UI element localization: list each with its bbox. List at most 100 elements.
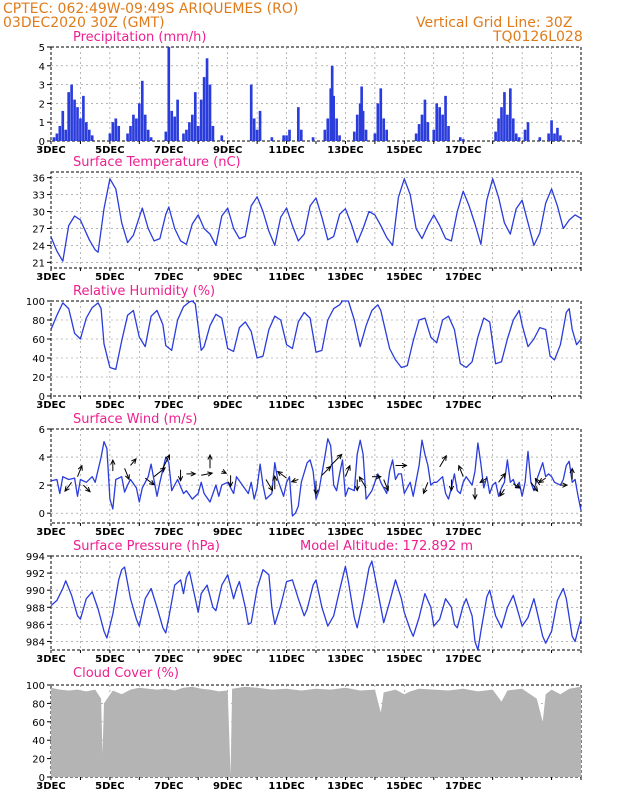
precip-bar (67, 92, 70, 141)
precip-bar (146, 129, 150, 141)
precip-bar (70, 84, 73, 141)
cloud-date-label: 7DEC (154, 781, 183, 792)
wind-arrow-head (110, 458, 116, 465)
precip-bar (55, 133, 59, 141)
wind-arrow (64, 482, 73, 492)
pressure-ytick-label: 986 (26, 620, 45, 631)
pressure-ytick-label: 994 (26, 552, 45, 563)
precip-bar (503, 92, 506, 141)
rh-series-line (50, 300, 582, 371)
precip-bar (288, 129, 291, 141)
pressure-date-label: 7DEC (154, 654, 183, 665)
precip-date-label: 17DEC (445, 145, 481, 156)
wind-arrow (534, 478, 541, 486)
precip-ytick-label: 4 (39, 62, 45, 73)
cloud-date-label: 17DEC (445, 781, 481, 792)
rh-title: Relative Humidity (%) (73, 284, 216, 299)
header-station: CPTEC: 062:49W-09:49S ARIQUEMES (RO) (3, 1, 299, 17)
precip-bar (117, 125, 121, 141)
pressure-series-line (50, 560, 582, 651)
precip-bar (329, 88, 333, 141)
wind-arrow (458, 465, 464, 477)
wind-arrow (499, 489, 505, 497)
precip-bar (208, 84, 212, 141)
pressure-title: Surface Pressure (hPa) (73, 539, 220, 554)
precip-bar (360, 86, 363, 141)
wind-arrow-head (131, 457, 137, 464)
wind-arrow (423, 482, 429, 494)
precip-bar (185, 129, 188, 141)
precip-bar (258, 110, 262, 141)
wind-arrow-head (499, 490, 505, 497)
wind-arrow-head (441, 454, 447, 461)
rh-ytick-label: 100 (26, 297, 45, 308)
precip-bar (447, 125, 450, 141)
wind-arrow-head (538, 477, 545, 484)
precip-bar (379, 88, 383, 141)
precip-bar (376, 103, 380, 141)
precip-bar (382, 118, 386, 141)
wind-arrow-head (190, 471, 197, 477)
cloud-ytick-label: 80 (32, 699, 45, 710)
wind-arrow-head (401, 462, 408, 469)
temp-date-label: 17DEC (445, 272, 481, 283)
cloud-area (51, 686, 581, 777)
precip-bar (323, 129, 327, 141)
pressure-date-label: 11DEC (268, 654, 304, 665)
pressure-date-label: 9DEC (213, 654, 242, 665)
rh-date-label: 15DEC (386, 400, 422, 411)
precip-date-label: 3DEC (36, 145, 65, 156)
pressure-date-label: 3DEC (36, 654, 65, 665)
precip-bar (87, 129, 91, 141)
precip-bar (420, 114, 424, 141)
wind-arrow-head (345, 464, 351, 471)
cloud-ytick-label: 0 (39, 773, 45, 784)
precip-bar (149, 137, 153, 141)
rh-ytick-label: 20 (32, 373, 45, 384)
precip-bar (196, 125, 200, 141)
wind-arrow-head (448, 485, 455, 492)
precip-bar (511, 118, 515, 141)
precip-bar (461, 139, 465, 141)
precip-bar (255, 129, 259, 141)
wind-arrow (383, 479, 389, 491)
header-datetime: 03DEC2020 30Z (GMT) (3, 15, 165, 31)
wind-arrow-head (532, 486, 539, 493)
precip-date-label: 11DEC (268, 145, 304, 156)
wind-title: Surface Wind (m/s) (73, 412, 198, 427)
wind-arrow-head (479, 477, 486, 484)
wind-date-label: 5DEC (95, 527, 124, 538)
header-grid-line: Vertical Grid Line: 30Z (416, 15, 573, 31)
precip-bar (61, 110, 65, 141)
precip-bar (435, 103, 439, 141)
wind-arrow (479, 477, 488, 483)
precip-bar (188, 122, 191, 141)
cloud-date-label: 15DEC (386, 781, 422, 792)
wind-arrow (162, 454, 170, 469)
precip-bar (111, 122, 115, 141)
precip-bar (547, 133, 550, 141)
wind-arrow (359, 476, 367, 489)
precip-bar (523, 129, 527, 141)
wind-arrow-head (358, 475, 364, 482)
rh-date-label: 13DEC (327, 400, 363, 411)
precip-bar (129, 125, 132, 141)
cloud-date-label: 9DEC (213, 781, 242, 792)
precip-bar (423, 99, 427, 141)
wind-arrow-head (500, 472, 506, 479)
precip-bar (497, 118, 500, 141)
wind-arrow-head (124, 474, 130, 481)
wind-arrow-head (384, 485, 389, 492)
precip-bar (494, 131, 497, 141)
precip-bar (170, 110, 174, 141)
pressure-ytick-label: 992 (26, 569, 45, 580)
precip-bar (517, 137, 521, 141)
precip-date-label: 15DEC (386, 145, 422, 156)
precip-bar (270, 137, 274, 141)
wind-arrow-head (207, 471, 214, 477)
precip-bar (352, 131, 356, 141)
wind-arrow-head (562, 482, 569, 488)
precip-bar (202, 77, 206, 141)
wind-date-label: 11DEC (268, 527, 304, 538)
wind-ytick-label: 4 (39, 453, 45, 464)
